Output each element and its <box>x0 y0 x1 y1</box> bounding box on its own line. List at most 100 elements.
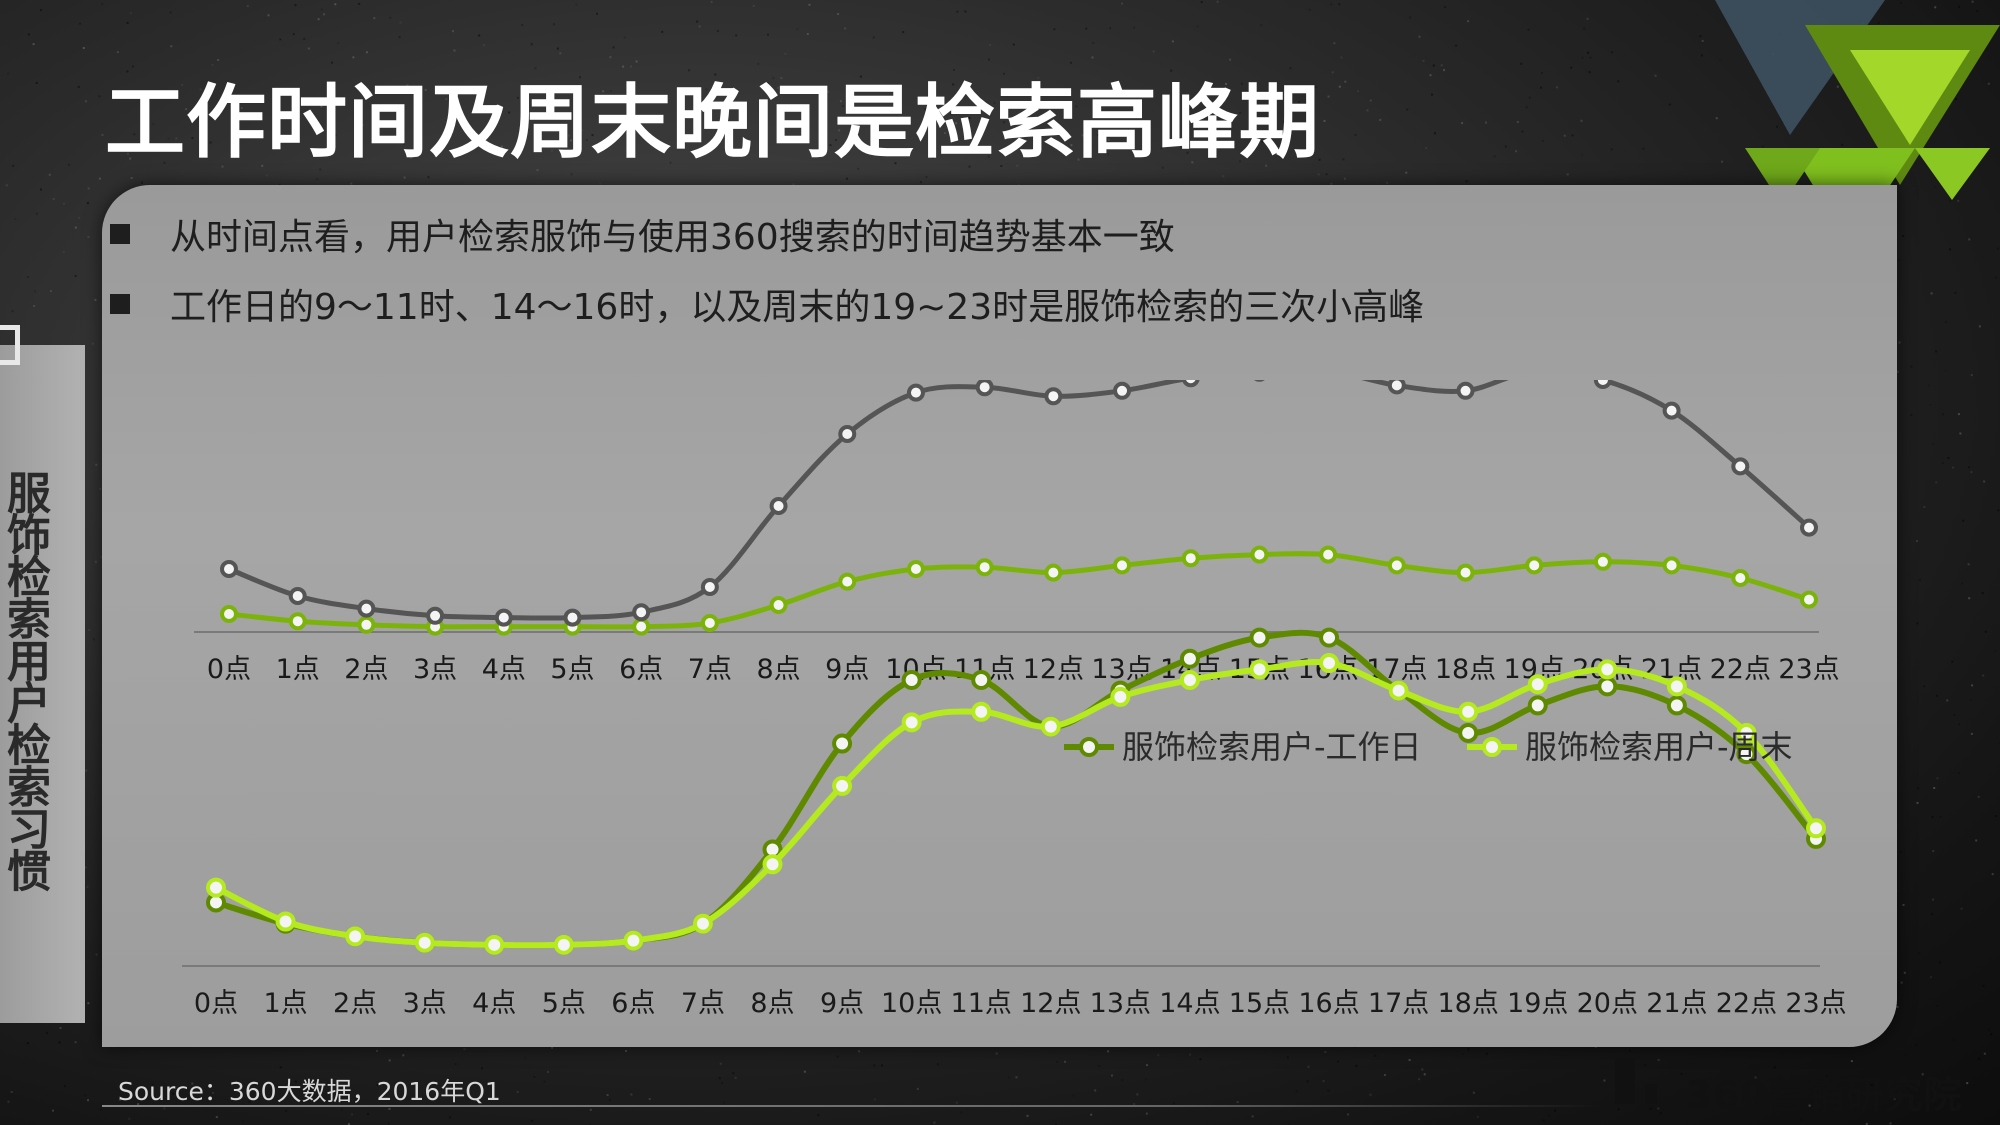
data-point <box>220 605 238 623</box>
x-tick-label: 8点 <box>750 988 794 1019</box>
line-charts: 0点 1点 2点 3点 4点 5点 6点 7点 8点 9点 10点 11点 12点 13点 14点 15点 16… <box>182 380 1847 1019</box>
data-point <box>1181 549 1200 568</box>
data-point <box>484 934 505 955</box>
data-point <box>1736 722 1757 743</box>
x-tick-label: 4点 <box>472 988 516 1019</box>
data-point <box>975 558 994 577</box>
legend-marker <box>1079 737 1099 757</box>
data-point <box>1179 669 1200 690</box>
x-tick-label: 2点 <box>344 654 388 685</box>
data-point <box>220 560 238 578</box>
data-point <box>838 425 857 443</box>
data-point <box>906 383 925 402</box>
x-tick-label: 9点 <box>825 654 869 685</box>
data-point <box>700 578 719 596</box>
data-point <box>762 854 783 875</box>
x-tick-label: 14点 <box>1159 988 1220 1019</box>
x-tick-label: 6点 <box>619 654 663 685</box>
data-point <box>1044 387 1063 406</box>
data-point <box>357 599 376 618</box>
data-point <box>906 560 925 578</box>
x-tick-label: 23点 <box>1785 988 1846 1019</box>
data-point <box>832 733 853 754</box>
x-tick-label: 20点 <box>1577 988 1638 1019</box>
x-tick-label: 1点 <box>263 988 307 1019</box>
x-tick-label: 7点 <box>688 654 732 685</box>
data-point <box>1458 701 1479 722</box>
data-point <box>1388 680 1409 701</box>
x-tick-label: 0点 <box>207 654 251 685</box>
x-tick-label: 15点 <box>1229 988 1290 1019</box>
side-label: 服饰检索用户检索习惯 <box>0 470 50 890</box>
data-point <box>357 615 376 634</box>
x-tick-label: 6点 <box>611 988 655 1019</box>
data-point <box>1597 676 1618 697</box>
bullet-square-icon <box>110 224 130 244</box>
legend-label: 服饰检索用户-工作日 <box>1122 728 1422 766</box>
data-point <box>494 608 513 627</box>
x-tick-label: 7点 <box>681 988 725 1019</box>
x-tick-label: 17点 <box>1368 988 1429 1019</box>
content-panel <box>102 185 1897 1047</box>
x-tick-label: 10点 <box>881 988 942 1019</box>
side-square-decoration <box>0 325 20 365</box>
data-point <box>288 587 307 605</box>
data-point <box>1181 380 1200 388</box>
x-tick-label: 9点 <box>820 988 864 1019</box>
data-point <box>275 911 296 932</box>
data-point <box>1319 545 1338 564</box>
data-point <box>288 612 307 631</box>
data-point <box>632 617 651 636</box>
data-point <box>1458 722 1479 743</box>
x-tick-label: 0点 <box>194 988 238 1019</box>
data-point <box>971 701 992 722</box>
x-tick-label: 3点 <box>413 654 457 685</box>
data-point <box>1800 590 1818 609</box>
x-tick-label: 1点 <box>276 654 320 685</box>
x-tick-label: 8点 <box>756 654 800 685</box>
data-point <box>1249 659 1270 680</box>
data-point <box>1113 556 1132 575</box>
x-tick-label: 5点 <box>550 654 594 685</box>
data-point <box>1113 381 1132 400</box>
data-point <box>206 877 226 898</box>
x-tick-label: 4点 <box>482 654 526 685</box>
data-point <box>1456 563 1475 582</box>
bullet-2-text: 工作日的9～11时、14～16时，以及周末的19~23时是服饰检索的三次小高峰 <box>170 287 1425 328</box>
data-point <box>901 712 922 733</box>
x-tick-label: 19点 <box>1507 988 1568 1019</box>
data-point <box>1731 457 1750 476</box>
data-point <box>769 596 788 614</box>
data-point <box>1666 676 1687 697</box>
data-point <box>1736 744 1757 765</box>
data-point <box>1593 552 1612 571</box>
data-point <box>1806 818 1826 839</box>
data-point <box>414 932 435 953</box>
data-point <box>632 603 651 622</box>
data-point <box>1179 648 1200 669</box>
data-point <box>1666 695 1687 716</box>
data-point <box>1319 653 1340 674</box>
data-point <box>1456 381 1475 400</box>
data-point <box>345 926 366 947</box>
x-tick-label: 2点 <box>333 988 377 1019</box>
data-point <box>553 934 574 955</box>
x-tick-label: 11点 <box>951 988 1012 1019</box>
data-point <box>692 913 713 934</box>
data-point <box>1387 556 1406 575</box>
x-tick-label: 18点 <box>1437 988 1498 1019</box>
data-point <box>1250 545 1269 564</box>
x-tick-label: 23点 <box>1778 654 1839 685</box>
data-point <box>1319 627 1340 648</box>
series-line-2 <box>226 380 1812 621</box>
brand-logo-text: 360营销研究院 <box>1685 1073 1963 1117</box>
data-point <box>426 606 445 625</box>
data-point <box>1044 563 1063 582</box>
data-point <box>1731 569 1750 587</box>
data-point <box>1662 401 1681 420</box>
x-tick-label: 18点 <box>1435 654 1496 685</box>
data-point <box>1662 556 1681 575</box>
x-tick-label: 12点 <box>1023 654 1084 685</box>
x-tick-label: 22点 <box>1710 654 1771 685</box>
data-point <box>1527 674 1548 695</box>
